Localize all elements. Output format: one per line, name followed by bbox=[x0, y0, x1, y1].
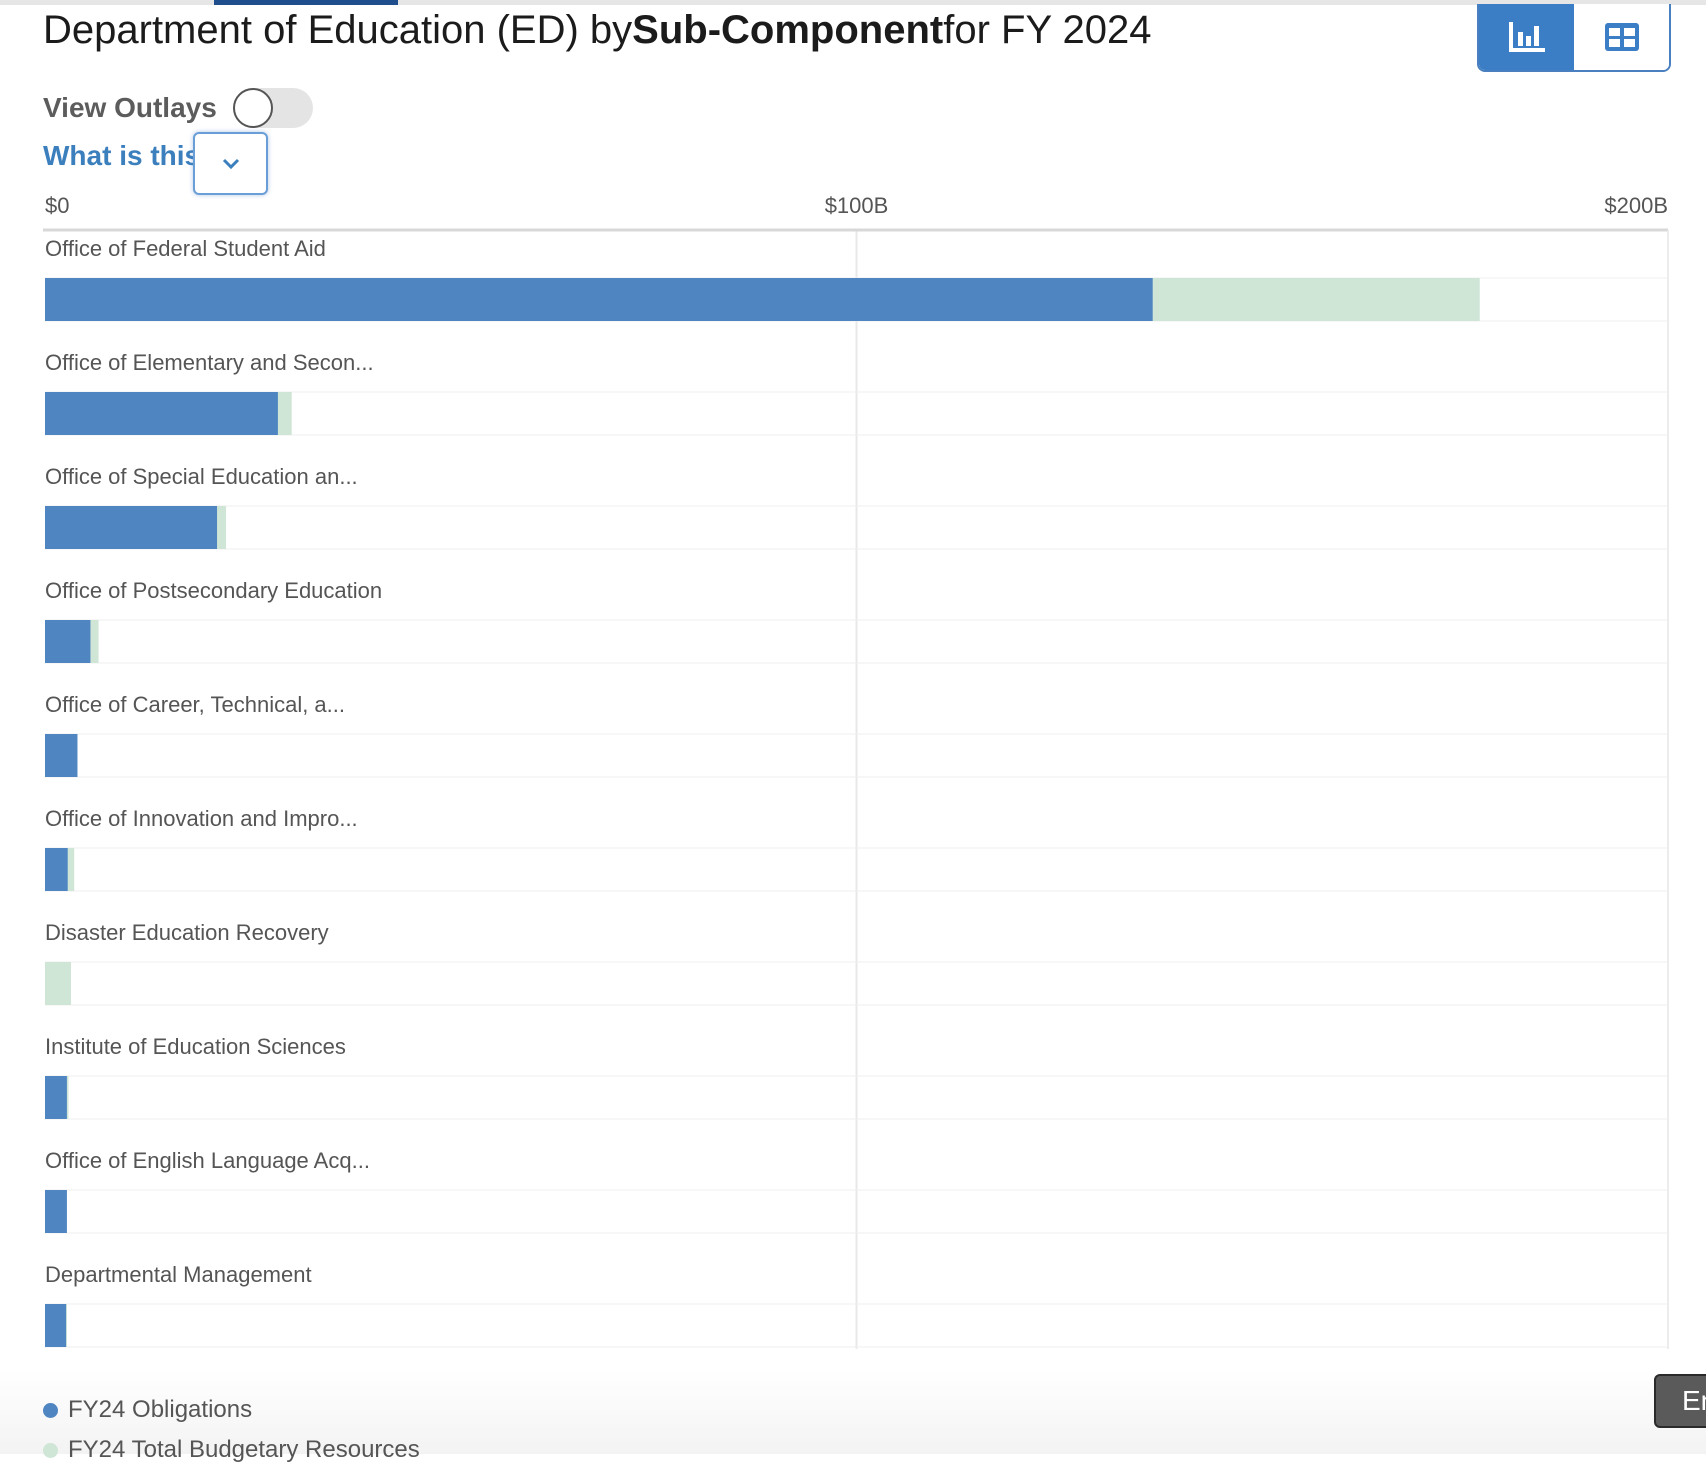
legend-label-resources: FY24 Total Budgetary Resources bbox=[68, 1436, 420, 1463]
category-label: Office of Elementary and Secon... bbox=[45, 350, 374, 375]
view-outlays-label: View Outlays bbox=[43, 92, 217, 123]
category-label: Institute of Education Sciences bbox=[45, 1034, 346, 1059]
obligations-bar bbox=[45, 848, 68, 891]
legend-label-obligations: FY24 Obligations bbox=[68, 1396, 253, 1423]
what-is-this-expand-button[interactable] bbox=[193, 132, 268, 195]
category-label: Office of English Language Acq... bbox=[45, 1148, 370, 1173]
obligations-bar bbox=[45, 1190, 67, 1233]
obligations-bar bbox=[45, 506, 218, 549]
legend-item-resources: FY24 Total Budgetary Resources bbox=[43, 1430, 420, 1470]
obligations-bar bbox=[45, 620, 91, 663]
obligations-bar bbox=[45, 734, 78, 777]
legend-item-obligations: FY24 Obligations bbox=[43, 1390, 420, 1430]
x-tick-label: $200B bbox=[1604, 193, 1668, 218]
what-is-this-row: What is this? bbox=[43, 140, 217, 172]
obligations-bar bbox=[45, 1076, 67, 1119]
category-label: Office of Federal Student Aid bbox=[45, 236, 326, 261]
chevron-down-icon bbox=[222, 158, 239, 169]
legend-dot-resources bbox=[43, 1442, 58, 1458]
view-outlays-row: View Outlays bbox=[43, 88, 313, 128]
x-tick-label: $0 bbox=[45, 193, 69, 218]
view-outlays-toggle[interactable] bbox=[232, 88, 313, 128]
corner-button-label: En bbox=[1682, 1385, 1706, 1416]
active-tab-indicator bbox=[214, 0, 398, 5]
title-prefix: Department of Education (ED) by bbox=[43, 8, 633, 52]
category-label: Office of Special Education an... bbox=[45, 464, 358, 489]
chart-legend: FY24 Obligations FY24 Total Budgetary Re… bbox=[43, 1390, 420, 1470]
top-divider bbox=[0, 0, 1706, 5]
toggle-knob bbox=[232, 88, 273, 128]
obligations-bar bbox=[45, 1304, 67, 1347]
obligations-bar bbox=[45, 278, 1153, 321]
category-label: Departmental Management bbox=[45, 1262, 312, 1287]
table-view-button[interactable] bbox=[1574, 4, 1669, 70]
legend-dot-obligations bbox=[43, 1402, 58, 1418]
bar-chart-icon bbox=[1508, 22, 1545, 52]
obligations-bar bbox=[45, 392, 278, 435]
category-label: Office of Innovation and Impro... bbox=[45, 806, 358, 831]
bar-chart: $0 $100B $200B Office of Federal Student Ai… bbox=[43, 193, 1669, 1349]
chart-title: Department of Education (ED) bySub-Compo… bbox=[43, 8, 1152, 53]
corner-button[interactable]: En bbox=[1654, 1374, 1706, 1428]
resources-bar bbox=[45, 962, 71, 1005]
category-label: Disaster Education Recovery bbox=[45, 920, 329, 945]
title-suffix: for FY 2024 bbox=[943, 8, 1152, 52]
what-is-this-link[interactable]: What is this? bbox=[43, 140, 218, 171]
x-tick-label: $100B bbox=[825, 193, 889, 218]
title-bold: Sub-Component bbox=[632, 8, 944, 52]
category-label: Office of Career, Technical, a... bbox=[45, 692, 345, 717]
table-grid-icon bbox=[1604, 23, 1639, 51]
chart-view-button[interactable] bbox=[1479, 4, 1574, 70]
category-label: Office of Postsecondary Education bbox=[45, 578, 382, 603]
view-toggle-group bbox=[1477, 4, 1671, 72]
